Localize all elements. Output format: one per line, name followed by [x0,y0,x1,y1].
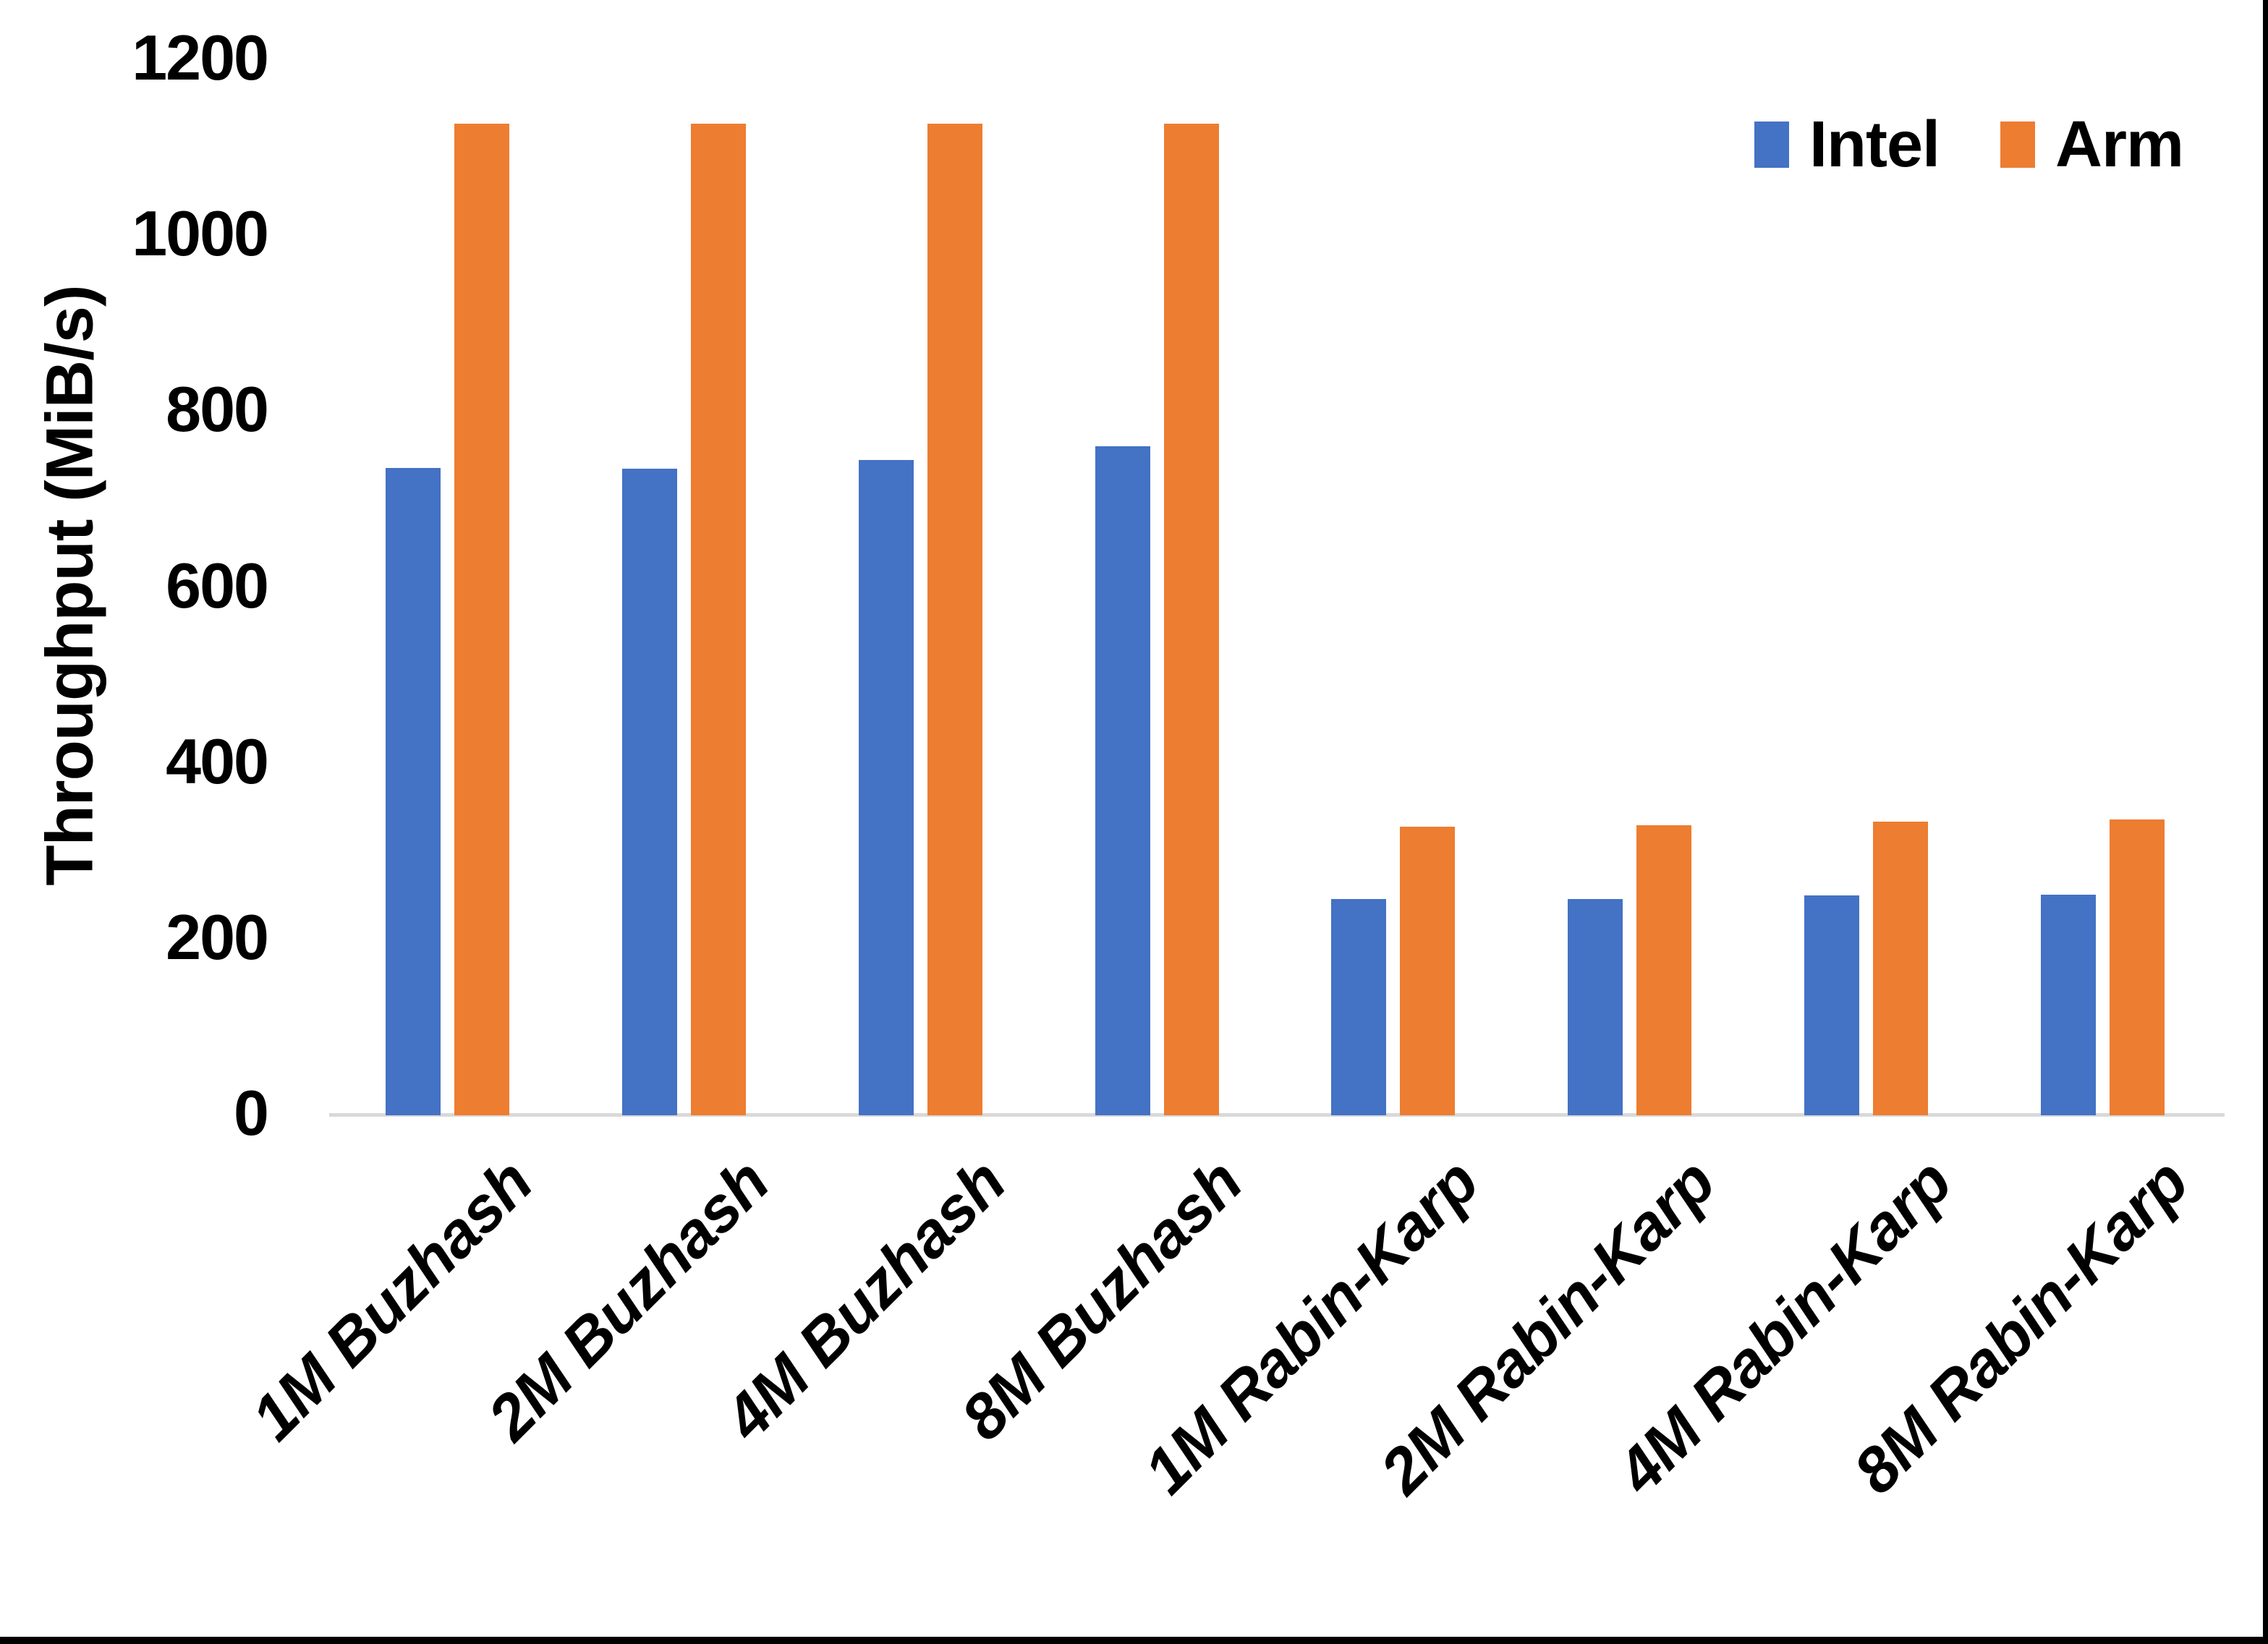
bar-intel-8m-buzhash [1095,446,1150,1115]
y-axis-tick-label: 600 [166,549,269,621]
bar-intel-2m-buzhash [621,469,677,1115]
window-edge-bottom [0,1637,2268,1644]
bar-arm-8m-buzhash [1163,123,1219,1115]
bar-intel-1m-buzhash [385,468,441,1115]
bar-arm-2m-buzhash [690,123,746,1115]
bar-intel-4m-rabin-karp [1804,895,1860,1115]
y-axis-tick-label: 800 [166,373,269,446]
legend-label-arm: Arm [2055,108,2184,181]
bar-intel-2m-rabin-karp [1568,898,1623,1115]
legend: Intel Arm [1754,108,2184,181]
y-axis-tick-label: 1200 [132,22,269,93]
legend-item-arm: Arm [2000,108,2184,181]
y-axis-tick-label: 200 [166,900,269,973]
bar-arm-1m-rabin-karp [1400,827,1456,1115]
bar-intel-4m-buzhash [858,460,914,1115]
y-axis-tick-label: 400 [166,725,269,797]
bar-arm-8m-rabin-karp [2110,819,2165,1115]
bar-arm-2m-rabin-karp [1636,825,1692,1115]
bar-arm-4m-buzhash [927,123,982,1115]
bar-arm-1m-buzhash [454,123,509,1115]
legend-label-intel: Intel [1809,108,1940,181]
bar-arm-4m-rabin-karp [1873,821,1929,1115]
legend-swatch-arm-icon [2000,122,2036,168]
y-axis-tick-label: 0 [234,1077,269,1149]
bar-intel-1m-rabin-karp [1331,898,1387,1115]
y-axis-tick-label: 1000 [132,197,269,270]
x-axis-line [329,1113,2225,1117]
legend-swatch-intel-icon [1754,122,1789,168]
bar-intel-8m-rabin-karp [2041,894,2097,1115]
legend-item-intel: Intel [1754,112,1940,177]
window-edge-right [2263,0,2268,1644]
